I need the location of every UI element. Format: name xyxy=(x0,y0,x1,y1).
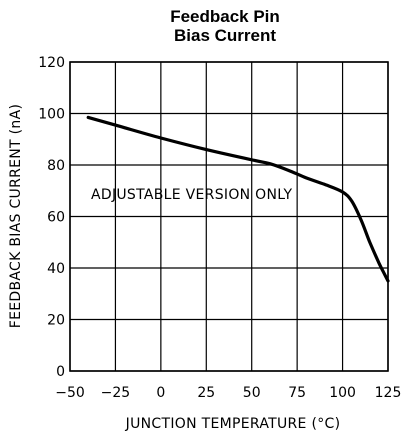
y-tick-label-1: 20 xyxy=(47,313,65,329)
y-tick-label-3: 60 xyxy=(47,210,65,226)
x-tick-label-5: 75 xyxy=(288,385,306,401)
annotation-text: ADJUSTABLE VERSION ONLY xyxy=(91,187,293,203)
y-tick-label-5: 100 xyxy=(38,107,65,123)
y-tick-label-2: 40 xyxy=(47,261,65,277)
plot-frame xyxy=(69,61,389,372)
x-tick-label-6: 100 xyxy=(329,385,356,401)
x-axis-label: JUNCTION TEMPERATURE (°C) xyxy=(125,416,341,432)
x-tick-label-1: −25 xyxy=(101,385,131,401)
x-tick-label-7: 125 xyxy=(375,385,401,401)
x-tick-label-2: 0 xyxy=(156,385,165,401)
x-tick-label-4: 50 xyxy=(243,385,261,401)
y-tick-label-6: 120 xyxy=(38,55,65,71)
x-tick-labels: −50 −25 0 25 50 75 100 125 xyxy=(55,385,401,401)
y-tick-label-4: 80 xyxy=(47,158,65,174)
y-tick-labels: 0 20 40 60 80 100 120 xyxy=(38,55,65,380)
chart-title-line-1: Feedback Pin xyxy=(170,7,280,26)
grid-lines xyxy=(69,61,389,372)
y-tick-label-0: 0 xyxy=(56,364,65,380)
x-tick-label-0: −50 xyxy=(55,385,85,401)
x-tick-label-3: 25 xyxy=(197,385,215,401)
chart-title-line-2: Bias Current xyxy=(173,26,277,45)
y-axis-label: FEEDBACK BIAS CURRENT (nA) xyxy=(8,104,24,329)
series-line xyxy=(86,115,390,283)
